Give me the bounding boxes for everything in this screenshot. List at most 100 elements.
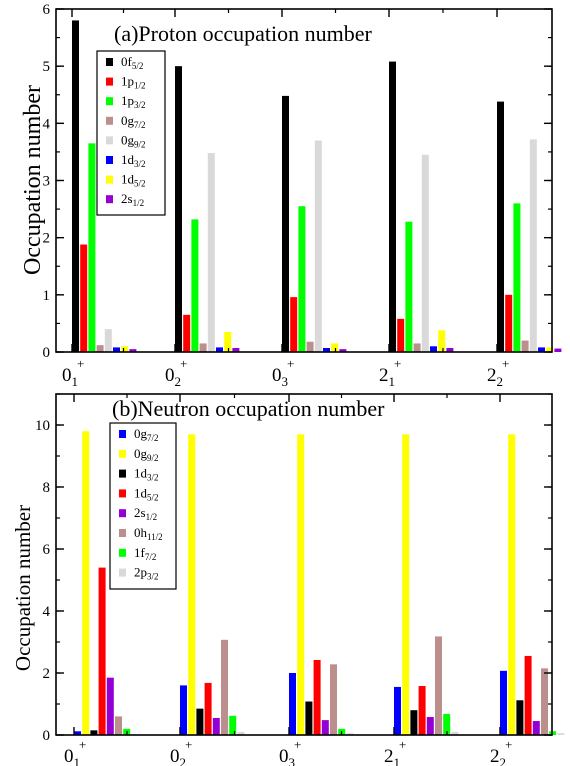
legend-swatch bbox=[119, 430, 126, 438]
bar bbox=[212, 717, 220, 735]
bar bbox=[183, 314, 191, 352]
x-tick-label: 01+ bbox=[64, 737, 86, 766]
bar bbox=[554, 348, 562, 352]
bar bbox=[282, 95, 289, 352]
legend-swatch bbox=[119, 469, 126, 478]
bar bbox=[221, 639, 228, 735]
legend-swatch bbox=[106, 116, 113, 125]
bar bbox=[541, 668, 548, 735]
bar bbox=[446, 347, 454, 352]
bar bbox=[290, 297, 298, 352]
bar bbox=[113, 347, 120, 352]
bar bbox=[98, 567, 106, 735]
bar bbox=[521, 340, 529, 352]
bar bbox=[508, 434, 516, 735]
bar bbox=[204, 682, 212, 735]
legend-label: 0h11/2 bbox=[134, 525, 163, 542]
legend-swatch bbox=[106, 156, 113, 164]
bar bbox=[188, 434, 196, 735]
bar bbox=[96, 345, 104, 352]
bar bbox=[435, 636, 442, 735]
y-tick-label: 8 bbox=[43, 480, 51, 496]
bar bbox=[405, 221, 413, 352]
legend-swatch bbox=[106, 77, 113, 86]
bar bbox=[74, 731, 81, 735]
bar bbox=[115, 716, 122, 735]
bar bbox=[323, 347, 330, 352]
bar bbox=[207, 153, 215, 352]
bar bbox=[339, 349, 347, 352]
legend-label: 1f7/2 bbox=[134, 545, 156, 562]
y-tick-label: 0 bbox=[43, 728, 51, 744]
bar bbox=[330, 664, 337, 735]
bar bbox=[314, 140, 322, 352]
bar bbox=[500, 670, 507, 735]
legend-label: 1d3/2 bbox=[121, 152, 146, 169]
bar bbox=[313, 659, 321, 735]
y-tick-label: 0 bbox=[43, 345, 51, 361]
bar bbox=[430, 346, 437, 352]
legend-swatch bbox=[106, 136, 113, 145]
bar bbox=[557, 733, 565, 735]
bar bbox=[180, 685, 187, 735]
x-tick-label: 01+ bbox=[62, 356, 84, 389]
legend-swatch bbox=[119, 529, 126, 537]
bar bbox=[129, 349, 137, 352]
bar bbox=[104, 329, 112, 352]
legend-swatch bbox=[106, 175, 113, 184]
bar bbox=[413, 343, 421, 352]
bar bbox=[82, 431, 90, 735]
panel-neutron: 0 2 4 6 8 10 01+ 02+ 03+ 21+ 22+ (b)Neutron occupat… bbox=[11, 393, 565, 766]
y-tick-label: 6 bbox=[43, 2, 51, 18]
bar bbox=[229, 715, 237, 735]
bar bbox=[305, 701, 313, 735]
bar bbox=[237, 731, 245, 735]
bar bbox=[306, 341, 314, 352]
bar bbox=[538, 347, 545, 352]
legend-label: 0g9/2 bbox=[134, 446, 159, 463]
bar bbox=[438, 330, 446, 352]
x-tick-label: 03+ bbox=[279, 737, 301, 766]
legend: 0f5/2 1p1/2 1p3/2 0g7/2 0g9/2 1d3/2 1d5/2 2s1/2 bbox=[96, 50, 166, 216]
legend-label: 2p3/2 bbox=[134, 565, 159, 582]
x-tick-label: 21+ bbox=[384, 737, 406, 766]
bar bbox=[532, 721, 540, 735]
legend-label: 0g7/2 bbox=[121, 113, 146, 130]
bar bbox=[410, 710, 418, 735]
legend-label: 1d5/2 bbox=[121, 172, 146, 189]
bar bbox=[524, 655, 532, 735]
bar bbox=[232, 347, 240, 352]
legend-label: 1p1/2 bbox=[121, 74, 146, 91]
bar bbox=[505, 294, 513, 352]
x-tick-label: 02+ bbox=[170, 737, 192, 766]
bar bbox=[529, 139, 537, 352]
bar bbox=[106, 677, 114, 735]
legend-swatch bbox=[119, 489, 126, 498]
legend-swatch bbox=[119, 509, 126, 518]
bar bbox=[497, 101, 504, 352]
legend-swatch bbox=[106, 195, 113, 204]
x-tick-label: 22+ bbox=[490, 737, 512, 766]
legend-swatch bbox=[119, 449, 126, 458]
bar bbox=[443, 713, 451, 735]
bar bbox=[421, 154, 429, 352]
x-tick-label: 02+ bbox=[165, 356, 187, 389]
y-tick-label: 10 bbox=[35, 418, 50, 434]
y-axis-label: Occupation number bbox=[11, 505, 35, 671]
legend-label: 0g7/2 bbox=[134, 426, 159, 443]
chart-title: (a)Proton occupation number bbox=[114, 21, 372, 46]
y-tick-label: 1 bbox=[43, 288, 51, 304]
plot-frame bbox=[55, 393, 553, 736]
bar bbox=[513, 203, 521, 352]
bar bbox=[426, 717, 434, 735]
bar bbox=[516, 700, 524, 735]
bar bbox=[121, 346, 129, 352]
y-tick-label: 2 bbox=[43, 666, 51, 682]
bar bbox=[397, 318, 405, 352]
bar bbox=[289, 673, 296, 735]
bar bbox=[90, 730, 98, 735]
legend-swatch bbox=[119, 568, 126, 577]
bar bbox=[297, 434, 305, 735]
x-tick-label: 03+ bbox=[272, 356, 294, 389]
legend-label: 1d3/2 bbox=[134, 466, 159, 483]
